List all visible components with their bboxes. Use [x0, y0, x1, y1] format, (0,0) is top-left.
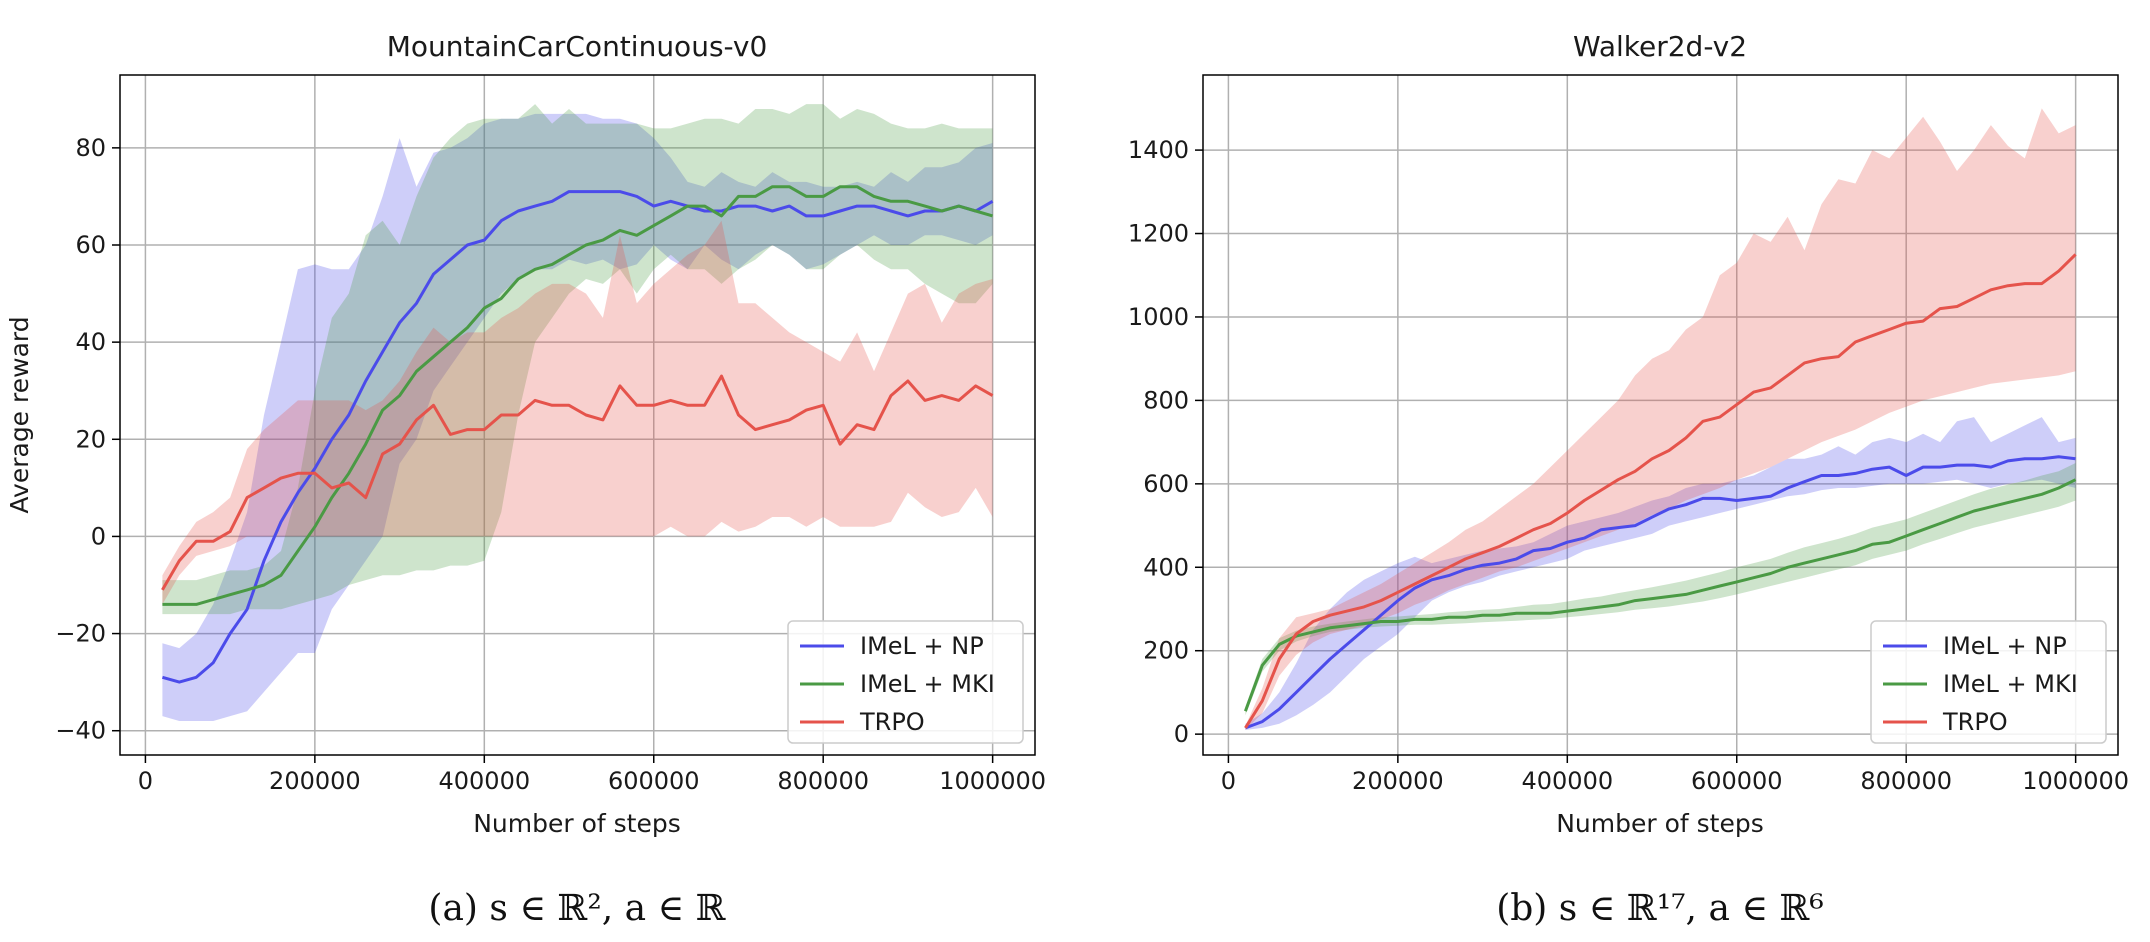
x-tick-label: 200000: [269, 767, 361, 795]
band-2: [162, 220, 993, 605]
legend-label: TRPO: [1942, 708, 2008, 736]
y-axis-label: Average reward: [5, 316, 34, 513]
series-lines: [1243, 253, 2077, 730]
x-tick-label: 0: [1221, 767, 1236, 795]
legend-label: IMeL + NP: [860, 632, 984, 660]
chart-mountaincar: 0 200000 400000 600000 800000 1000000 −40 −20 0…: [5, 30, 1046, 929]
x-tick-label: 1000000: [939, 767, 1046, 795]
x-axis-ticks: 0 200000 400000 600000 800000 1000000: [138, 755, 1046, 795]
x-tick-label: 600000: [608, 767, 700, 795]
y-tick-label: 800: [1143, 386, 1189, 414]
y-tick-label: 400: [1143, 553, 1189, 581]
y-tick-label: 0: [1174, 720, 1189, 748]
y-tick-label: 200: [1143, 637, 1189, 665]
x-axis-ticks: 0 200000 400000 600000 800000 1000000: [1221, 755, 2129, 795]
series-line-0: [161, 190, 994, 684]
series-line-1: [162, 185, 994, 606]
y-tick-label: −20: [55, 620, 106, 648]
series-line-2: [1244, 253, 2077, 729]
band-0: [1245, 417, 2076, 730]
legend: IMeL + NP IMeL + MKI TRPO: [1870, 620, 2107, 744]
subfigure-caption: (b) s ∈ ℝ¹⁷, a ∈ ℝ⁶: [1496, 888, 1824, 929]
x-tick-label: 800000: [1860, 767, 1952, 795]
y-tick-label: 1400: [1128, 136, 1189, 164]
y-axis-ticks: 0 200 400 600 800 1000 1200 1400: [1128, 136, 1203, 748]
series-line-2: [161, 374, 994, 591]
x-tick-label: 0: [138, 767, 153, 795]
series-lines: [161, 185, 994, 684]
y-tick-label: 60: [75, 231, 106, 259]
chart-title: Walker2d-v2: [1573, 30, 1747, 63]
chart-title: MountainCarContinuous-v0: [387, 30, 768, 63]
y-tick-label: 80: [75, 134, 106, 162]
y-tick-label: 20: [75, 425, 106, 453]
x-tick-label: 200000: [1352, 767, 1444, 795]
series-line-1: [1243, 478, 2077, 712]
legend-box: [1870, 620, 2107, 744]
subfigure-caption: (a) s ∈ ℝ², a ∈ ℝ: [428, 888, 726, 929]
y-tick-label: 1000: [1128, 303, 1189, 331]
plot-frame: [1202, 74, 2119, 756]
plot-frame: [119, 74, 1036, 756]
band-0: [162, 113, 993, 721]
series-line-0: [1244, 455, 2076, 730]
y-tick-label: 0: [91, 522, 106, 550]
y-tick-label: −40: [55, 717, 106, 745]
legend-label: TRPO: [859, 708, 925, 736]
x-axis-label: Number of steps: [473, 809, 681, 838]
x-tick-label: 400000: [1521, 767, 1613, 795]
band-1: [1245, 463, 2076, 716]
legend-label: IMeL + MKI: [860, 670, 995, 698]
y-tick-label: 600: [1143, 470, 1189, 498]
x-tick-label: 600000: [1691, 767, 1783, 795]
legend: IMeL + NP IMeL + MKI TRPO: [787, 620, 1024, 744]
x-tick-label: 1000000: [2022, 767, 2129, 795]
legend-label: IMeL + MKI: [1943, 670, 2078, 698]
x-tick-label: 800000: [777, 767, 869, 795]
chart-walker2d: 0 200000 400000 600000 800000 1000000 0 200 400…: [1128, 30, 2129, 929]
x-tick-label: 400000: [438, 767, 530, 795]
legend-label: IMeL + NP: [1943, 632, 2067, 660]
y-axis-ticks: −40 −20 0 20 40 60 80: [55, 134, 120, 745]
legend-box: [787, 620, 1024, 744]
y-tick-label: 1200: [1128, 220, 1189, 248]
y-tick-label: 40: [75, 328, 106, 356]
x-axis-label: Number of steps: [1556, 809, 1764, 838]
